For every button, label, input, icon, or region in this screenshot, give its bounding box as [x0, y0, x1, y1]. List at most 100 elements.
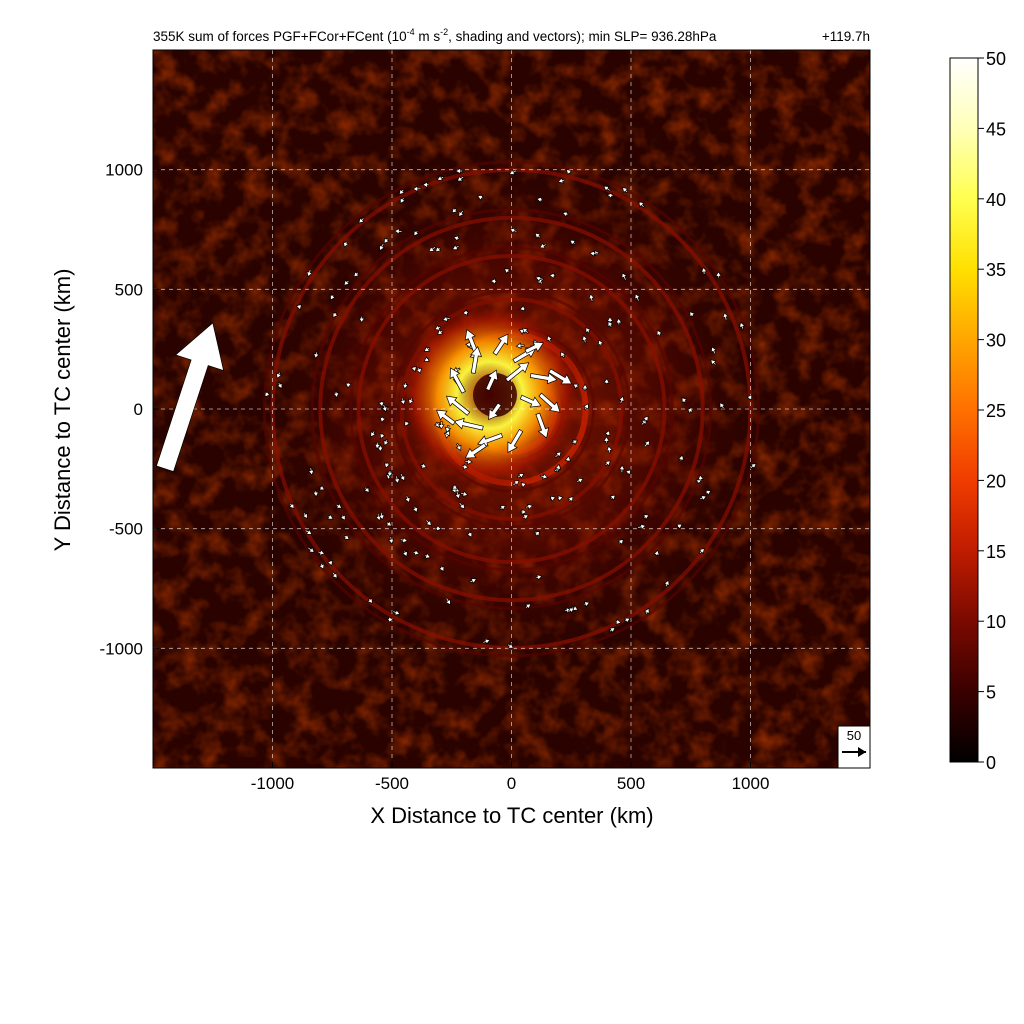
title-unit-exponent: -2 — [440, 27, 448, 37]
small-vector — [445, 597, 451, 606]
force-vector — [492, 333, 509, 356]
small-vector — [689, 311, 696, 318]
small-vector — [304, 528, 313, 535]
small-vector — [317, 549, 326, 556]
small-vector — [581, 383, 589, 392]
small-vector — [557, 177, 566, 184]
small-vector — [663, 579, 670, 588]
small-vector — [458, 209, 465, 218]
small-vector — [638, 201, 645, 208]
small-vector — [332, 391, 340, 399]
title-exponent: -4 — [407, 27, 415, 37]
large-motion-arrow — [155, 322, 225, 473]
small-vector — [572, 383, 580, 390]
small-vector — [453, 235, 460, 242]
small-vector — [398, 188, 405, 195]
small-vector — [466, 531, 473, 538]
small-vector — [569, 239, 576, 246]
small-vector — [438, 420, 445, 430]
y-axis-label: Y Distance to TC center (km) — [50, 269, 75, 552]
small-vector — [464, 458, 473, 465]
small-vector — [549, 495, 557, 503]
small-vector — [643, 440, 651, 448]
small-vector — [410, 365, 418, 373]
force-vector — [535, 412, 550, 439]
small-vector — [588, 293, 595, 302]
small-vector — [387, 616, 394, 623]
small-vector — [524, 503, 534, 511]
small-vector — [554, 463, 562, 473]
small-vector — [681, 397, 688, 404]
small-vector — [656, 329, 663, 337]
small-vector — [412, 185, 422, 193]
eye-center — [473, 373, 517, 417]
force-vector — [488, 402, 502, 421]
small-vector — [435, 524, 442, 532]
small-vector — [386, 470, 394, 478]
force-vector — [470, 346, 483, 374]
small-vector — [326, 560, 334, 567]
small-vector — [425, 519, 432, 527]
y-tick-label: -1000 — [100, 639, 143, 658]
small-vector — [454, 491, 461, 500]
small-vector — [583, 403, 589, 411]
small-vector — [422, 181, 430, 189]
small-vector — [370, 430, 377, 438]
small-vector — [404, 420, 411, 427]
reference-vector-head — [858, 747, 866, 757]
small-vector — [377, 445, 384, 453]
small-vector — [539, 473, 549, 480]
small-vector — [520, 508, 528, 516]
small-vector — [719, 402, 726, 410]
colorbar-tick-label: 20 — [986, 471, 1006, 491]
small-vector — [686, 406, 693, 414]
chart-title: 355K sum of forces PGF+FCor+FCent (10-4 … — [153, 27, 717, 44]
small-vector — [705, 490, 712, 496]
small-vector — [508, 169, 518, 175]
small-vector — [482, 638, 491, 645]
small-vector — [456, 175, 465, 182]
small-vector — [643, 514, 650, 521]
small-vector — [618, 464, 626, 474]
colorbar-tick-label: 25 — [986, 401, 1006, 421]
small-vector — [312, 490, 320, 498]
small-vector — [589, 250, 597, 257]
small-vector — [451, 207, 458, 214]
small-vector — [524, 603, 532, 610]
force-vector — [505, 362, 530, 383]
small-vector — [353, 271, 360, 278]
small-vector — [399, 472, 406, 482]
small-vector — [420, 462, 428, 469]
small-vector — [423, 345, 431, 352]
small-vector — [428, 246, 437, 252]
small-vector — [335, 502, 343, 509]
ring-halo-4 — [310, 208, 713, 610]
colorbar-tick-label: 5 — [986, 683, 996, 703]
small-vector — [534, 275, 544, 282]
small-vector — [622, 186, 629, 194]
small-vector — [412, 549, 420, 556]
small-vector — [618, 395, 625, 405]
small-vector — [378, 401, 385, 408]
small-vector — [653, 549, 660, 556]
small-vector — [275, 371, 283, 380]
small-vector — [408, 397, 415, 405]
vector-group — [435, 328, 573, 459]
small-vector — [423, 356, 431, 362]
y-tick-label: -500 — [109, 520, 143, 539]
colorbar-gradient — [949, 57, 979, 763]
storm-motion-arrow — [155, 322, 225, 473]
force-vector — [524, 341, 545, 354]
small-vector — [583, 601, 591, 608]
y-tick-label: 0 — [134, 400, 143, 419]
small-vector — [436, 174, 445, 182]
small-vector — [571, 439, 579, 446]
small-vector — [697, 474, 705, 482]
small-vector — [387, 536, 395, 545]
small-vector — [451, 483, 458, 490]
small-vector — [358, 315, 366, 324]
small-vector — [435, 246, 442, 253]
reference-vector-box: 50 — [837, 725, 871, 769]
small-vector — [469, 578, 478, 584]
